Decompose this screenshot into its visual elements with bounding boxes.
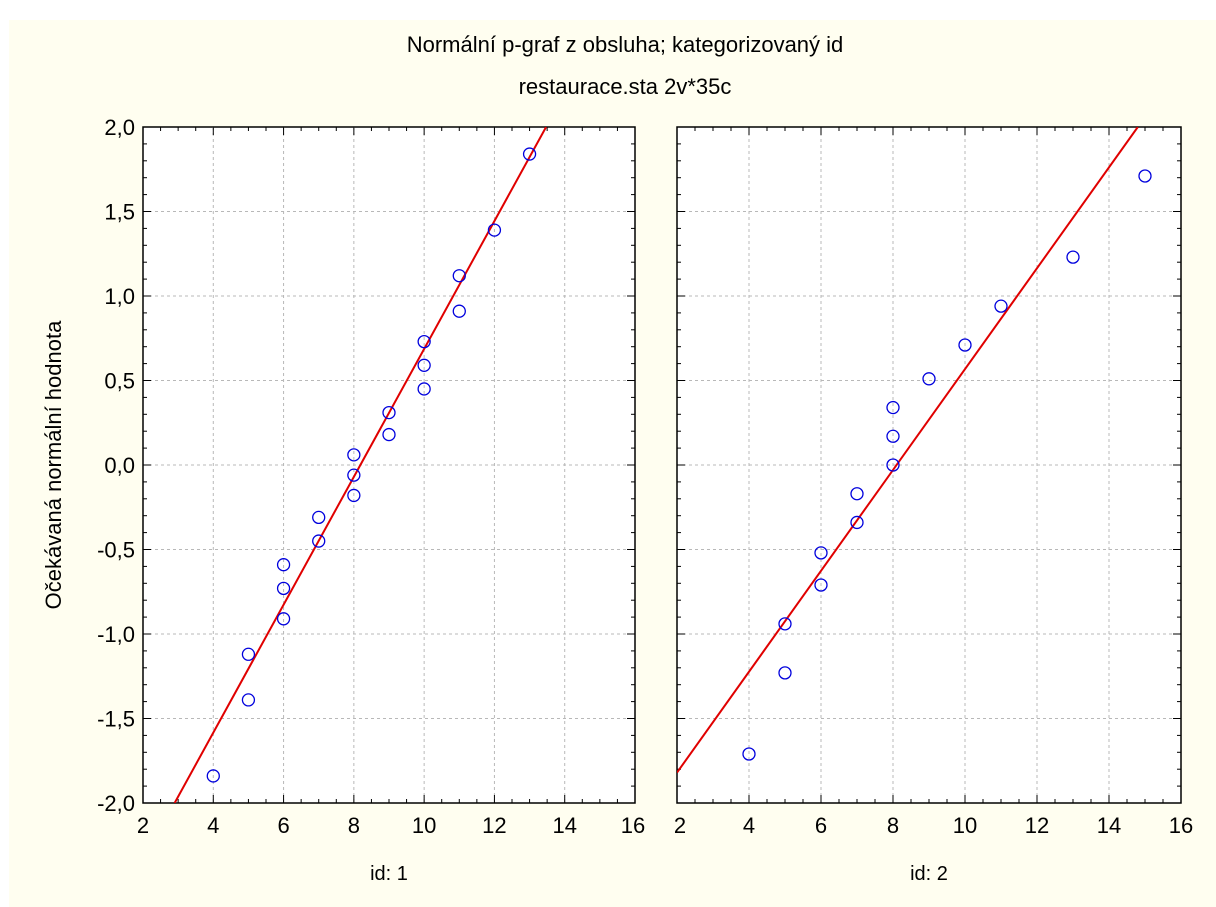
data-point [241, 693, 256, 707]
panel-1-label: id: 1 [370, 863, 408, 885]
data-point [312, 534, 326, 548]
panel-2-fit-line [677, 127, 1139, 774]
data-point [958, 338, 972, 352]
panel-1: 2 4 6 8 10 12 14 16 -2,0 -1,5 -1,0 -0,5 0,0 0,5 1,0 1,5… [97, 115, 645, 885]
data-point [347, 488, 361, 503]
data-point [886, 400, 900, 415]
chart-frame: Normální p-graf z obsluha; kategorizovan… [9, 20, 1216, 907]
data-point [850, 487, 864, 501]
panel-2-label: id: 2 [910, 863, 948, 885]
data-point [417, 382, 431, 396]
data-point [417, 334, 431, 349]
x-tick-label: 2 [674, 813, 686, 838]
x-tick-label: 4 [743, 813, 755, 838]
data-point [382, 405, 396, 420]
chart-subtitle: restaurace.sta 2v*35c [519, 74, 732, 99]
x-tick-label: 16 [621, 813, 645, 838]
data-point [276, 612, 291, 626]
y-tick-label: -1,0 [97, 622, 135, 647]
data-point [241, 647, 256, 661]
data-point [522, 147, 537, 161]
panel-2: 2 4 6 8 10 12 14 16 id: 2 [674, 126, 1193, 885]
data-point [886, 458, 900, 472]
y-tick-label: -2,0 [97, 791, 135, 816]
x-tick-label: 16 [1169, 813, 1193, 838]
x-tick-label: 12 [482, 813, 506, 838]
y-tick-label: 1,5 [104, 200, 135, 225]
data-point [994, 299, 1008, 313]
x-tick-label: 4 [207, 813, 219, 838]
data-point [206, 769, 220, 783]
x-tick-label: 6 [277, 813, 289, 838]
y-tick-label: -0,5 [97, 538, 135, 563]
y-tick-label: 0,5 [104, 369, 135, 394]
x-tick-label: 10 [953, 813, 977, 838]
data-point [347, 448, 361, 462]
normal-probability-chart: Normální p-graf z obsluha; kategorizovan… [41, 32, 1193, 885]
data-point [312, 510, 326, 525]
data-point [778, 617, 792, 631]
y-axis-label: Očekávaná normální hodnota [41, 320, 66, 609]
y-tick-label: -1,5 [97, 707, 135, 732]
data-point [1066, 250, 1080, 264]
data-point [1138, 169, 1152, 183]
data-point [886, 429, 900, 443]
data-point [276, 581, 291, 596]
y-tick-label: 1,0 [104, 284, 135, 309]
chart-title: Normální p-graf z obsluha; kategorizovan… [407, 32, 844, 57]
data-point [452, 304, 466, 318]
panel-1-fit-line [173, 127, 547, 803]
data-point [850, 515, 864, 530]
y-tick-label: 2,0 [104, 115, 135, 140]
data-point [417, 358, 431, 372]
x-tick-label: 8 [348, 813, 360, 838]
y-tick-label: 0,0 [104, 453, 135, 478]
x-tick-label: 2 [137, 813, 149, 838]
x-tick-label: 14 [552, 813, 576, 838]
data-point [814, 578, 828, 592]
x-tick-label: 14 [1097, 813, 1121, 838]
data-point [452, 269, 466, 283]
data-point [922, 372, 936, 386]
x-tick-label: 12 [1025, 813, 1049, 838]
data-point [487, 223, 502, 237]
data-point [276, 558, 291, 572]
data-point [347, 468, 361, 482]
plot-layer: 2 4 6 8 10 12 14 16 -2,0 -1,5 -1,0 -0,5 0,0 0,5 1,0 1,5… [97, 115, 1193, 885]
data-point [814, 546, 828, 560]
data-point [382, 427, 396, 442]
x-tick-label: 6 [815, 813, 827, 838]
x-tick-label: 8 [887, 813, 899, 838]
data-point [778, 666, 792, 680]
x-tick-label: 10 [412, 813, 436, 838]
data-point [742, 747, 756, 761]
